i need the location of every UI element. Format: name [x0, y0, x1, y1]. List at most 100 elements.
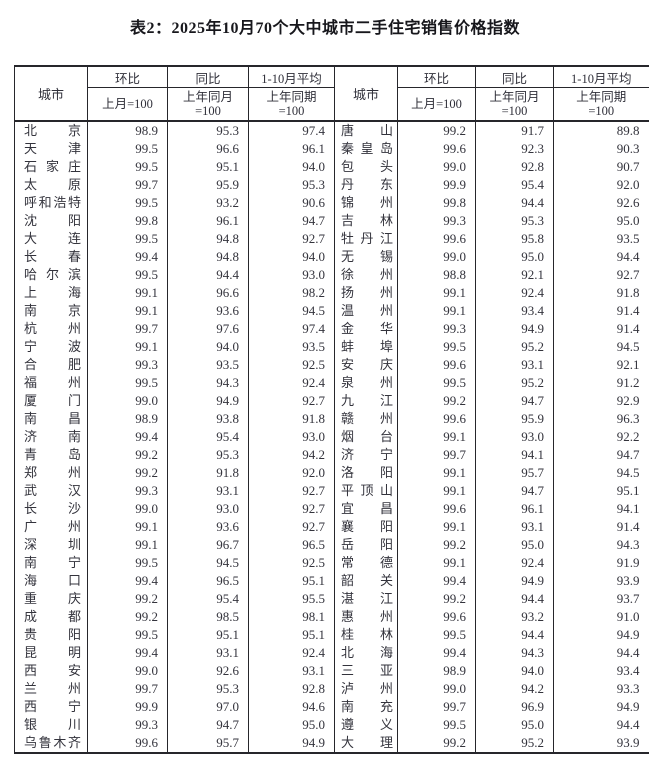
city-name-char: 哈	[24, 267, 38, 282]
mom-value-cell: 99.6	[397, 140, 476, 158]
city-name-char: 秦	[341, 141, 355, 156]
mom-value-cell: 99.5	[87, 266, 168, 284]
mom-value-cell: 99.5	[397, 338, 476, 356]
table-row: 重庆 99.2 95.4 95.5 湛江 99.2 94.4 93.7	[14, 590, 649, 608]
city-name-char: 华	[379, 321, 393, 336]
city-cell: 徐州	[334, 266, 398, 284]
table-row: 石家庄 99.5 95.1 94.0 包头 99.0 92.8 90.7	[14, 158, 649, 176]
city-name-char: 明	[67, 645, 81, 660]
avg-value-cell: 91.8	[616, 285, 640, 300]
city-cell: 安庆	[334, 356, 398, 374]
city-cell: 合肥	[14, 356, 88, 374]
table-row: 南宁 99.5 94.5 92.5 常德 99.1 92.4 91.9	[14, 554, 649, 572]
city-name-char: 扬	[341, 285, 355, 300]
city-cell: 包头	[334, 158, 398, 176]
mom-value-cell: 99.7	[87, 320, 168, 338]
table-row: 沈阳 99.8 96.1 94.7 吉林 99.3 95.3 95.0	[14, 212, 649, 230]
table-row: 长沙 99.0 93.0 92.7 宜昌 99.6 96.1 94.1	[14, 500, 649, 518]
city-name-char: 木	[53, 735, 67, 750]
city-name-char: 充	[379, 699, 393, 714]
table-row: 兰州 99.7 95.3 92.8 泸州 99.0 94.2 93.3	[14, 680, 649, 698]
yoy-value-cell: 94.7	[475, 482, 554, 500]
mom-value-cell: 99.4	[87, 572, 168, 590]
city-name-char: 理	[379, 735, 393, 750]
city-name-char: 林	[379, 213, 393, 228]
avg-value-cell: 92.7	[248, 482, 335, 500]
table-row: 合肥 99.3 93.5 92.5 安庆 99.6 93.1 92.1	[14, 356, 649, 374]
yoy-value-cell: 95.0	[475, 248, 554, 266]
city-name-char: 圳	[67, 537, 81, 552]
city-cell: 福州	[14, 374, 88, 392]
yoy-value-cell: 93.4	[475, 302, 554, 320]
city-name-char: 成	[24, 609, 38, 624]
city-name-char: 州	[67, 519, 81, 534]
yoy-value-cell: 95.3	[475, 212, 554, 230]
yoy-value-cell: 94.5	[167, 554, 249, 572]
mom-value-cell: 99.1	[87, 536, 168, 554]
city-name-char: 北	[341, 645, 355, 660]
yoy-value-cell: 93.0	[167, 500, 249, 518]
table-row: 长春 99.4 94.8 94.0 无锡 99.0 95.0 94.4	[14, 248, 649, 266]
avg-value-cell: 94.9	[616, 699, 640, 714]
city-name-char: 丹	[360, 231, 374, 246]
city-name-char: 京	[67, 303, 81, 318]
yoy-value-cell: 93.8	[167, 410, 249, 428]
avg-value-cell: 94.5	[616, 339, 640, 354]
mom-value-cell: 99.4	[87, 428, 168, 446]
table-row: 乌鲁木齐 99.6 95.7 94.9 大理 99.2 95.2 93.9	[14, 734, 649, 753]
city-name-char: 三	[341, 663, 355, 678]
yoy-column-header-right: 同比 上年同月 =100	[475, 66, 554, 121]
city-name-char: 连	[67, 231, 81, 246]
avg-value-cell: 92.2	[616, 429, 640, 444]
city-cell: 天津	[14, 140, 88, 158]
mom-value-cell: 99.7	[397, 446, 476, 464]
city-name-char: 牡	[341, 231, 355, 246]
yoy-value-cell: 97.6	[167, 320, 249, 338]
avg-value-cell: 94.6	[248, 698, 335, 716]
city-name-char: 昆	[24, 645, 38, 660]
city-name-char: 江	[379, 591, 393, 606]
yoy-value-cell: 95.1	[167, 158, 249, 176]
avg-value-cell: 93.9	[616, 735, 640, 750]
city-name-char: 春	[67, 249, 81, 264]
mom-value-cell: 99.1	[87, 284, 168, 302]
mom-value-cell: 99.3	[397, 212, 476, 230]
avg-value-cell: 89.8	[616, 123, 640, 138]
avg-value-cell: 97.4	[248, 121, 335, 140]
city-cell: 厦门	[14, 392, 88, 410]
yoy-value-cell: 92.3	[475, 140, 554, 158]
mom-value-cell: 99.1	[397, 518, 476, 536]
yoy-value-cell: 96.1	[475, 500, 554, 518]
table-row: 武汉 99.3 93.1 92.7 平顶山 99.1 94.7 95.1	[14, 482, 649, 500]
yoy-value-cell: 93.5	[167, 356, 249, 374]
city-name-char: 天	[24, 141, 38, 156]
avg-column-header-right: 1-10月平均 上年同期 =100	[554, 66, 649, 121]
city-name-char: 徐	[341, 267, 355, 282]
city-name-char: 呼	[24, 195, 38, 210]
city-name-char: 岛	[379, 141, 393, 156]
yoy-value-cell: 95.8	[475, 230, 554, 248]
city-name-char: 南	[24, 303, 38, 318]
yoy-value-cell: 95.3	[167, 121, 249, 140]
city-name-char: 阳	[379, 537, 393, 552]
city-name-char: 西	[24, 699, 38, 714]
city-name-char: 遵	[341, 717, 355, 732]
table-row: 银川 99.3 94.7 95.0 遵义 99.5 95.0 94.4	[14, 716, 649, 734]
mom-value-cell: 99.9	[397, 176, 476, 194]
table-row: 宁波 99.1 94.0 93.5 蚌埠 99.5 95.2 94.5	[14, 338, 649, 356]
avg-value-cell: 92.9	[616, 393, 640, 408]
city-name-char: 武	[24, 483, 38, 498]
city-cell: 常德	[334, 554, 398, 572]
avg-value-cell: 92.5	[248, 554, 335, 572]
mom-value-cell: 99.2	[397, 590, 476, 608]
avg-value-cell: 93.3	[616, 681, 640, 696]
city-name-char: 石	[24, 159, 38, 174]
avg-value-cell: 93.5	[616, 231, 640, 246]
yoy-value-cell: 93.6	[167, 518, 249, 536]
city-name-char: 州	[379, 303, 393, 318]
table-row: 呼和浩特 99.5 93.2 90.6 锦州 99.8 94.4 92.6	[14, 194, 649, 212]
yoy-value-cell: 95.2	[475, 374, 554, 392]
mom-value-cell: 99.3	[87, 482, 168, 500]
yoy-value-cell: 94.2	[475, 680, 554, 698]
table-row: 天津 99.5 96.6 96.1 秦皇岛 99.6 92.3 90.3	[14, 140, 649, 158]
